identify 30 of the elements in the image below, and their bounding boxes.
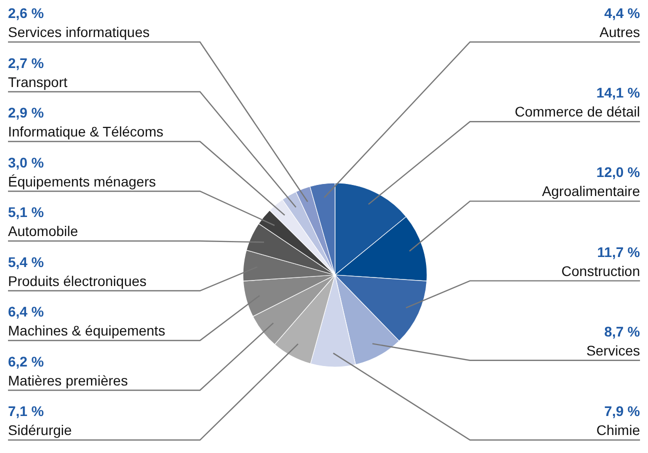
data-label: 11,7 % (597, 244, 641, 260)
slice-label: Machines & équipements (8, 322, 166, 338)
slice-label: Chimie (596, 422, 640, 438)
data-label: 7,9 % (604, 403, 641, 419)
slice-label: Équipements ménagers (8, 173, 156, 190)
slice-label: Agroalimentaire (542, 183, 640, 200)
slice-label: Construction (561, 262, 640, 279)
data-label: 4,4 % (604, 5, 641, 21)
data-label: 5,4 % (8, 254, 44, 270)
slice-label: Autres (600, 24, 640, 40)
slice-label: Automobile (8, 223, 78, 239)
data-label: 5,1 % (8, 204, 44, 220)
data-label: 2,9 % (8, 104, 44, 120)
data-label: 12,0 % (596, 164, 641, 180)
slice-label: Services informatiques (8, 24, 150, 40)
slice-label: Commerce de détail (514, 104, 640, 120)
data-label: 2,7 % (8, 54, 44, 71)
slice-label: Sidérurgie (8, 422, 72, 438)
data-label: 7,1 % (8, 403, 44, 419)
slice-label: Transport (8, 74, 68, 90)
slice-label: Produits électroniques (8, 272, 147, 289)
data-label: 8,7 % (604, 323, 641, 340)
slice-label: Informatique & Télécoms (8, 124, 164, 140)
data-label: 2,6 % (8, 5, 44, 21)
slice-label: Services (586, 342, 640, 358)
slice-label: Matières premières (8, 372, 128, 388)
data-label: 3,0 % (8, 154, 44, 170)
data-label: 6,2 % (8, 353, 44, 370)
data-label: 14,1 % (596, 84, 641, 101)
data-label: 6,4 % (8, 304, 44, 320)
